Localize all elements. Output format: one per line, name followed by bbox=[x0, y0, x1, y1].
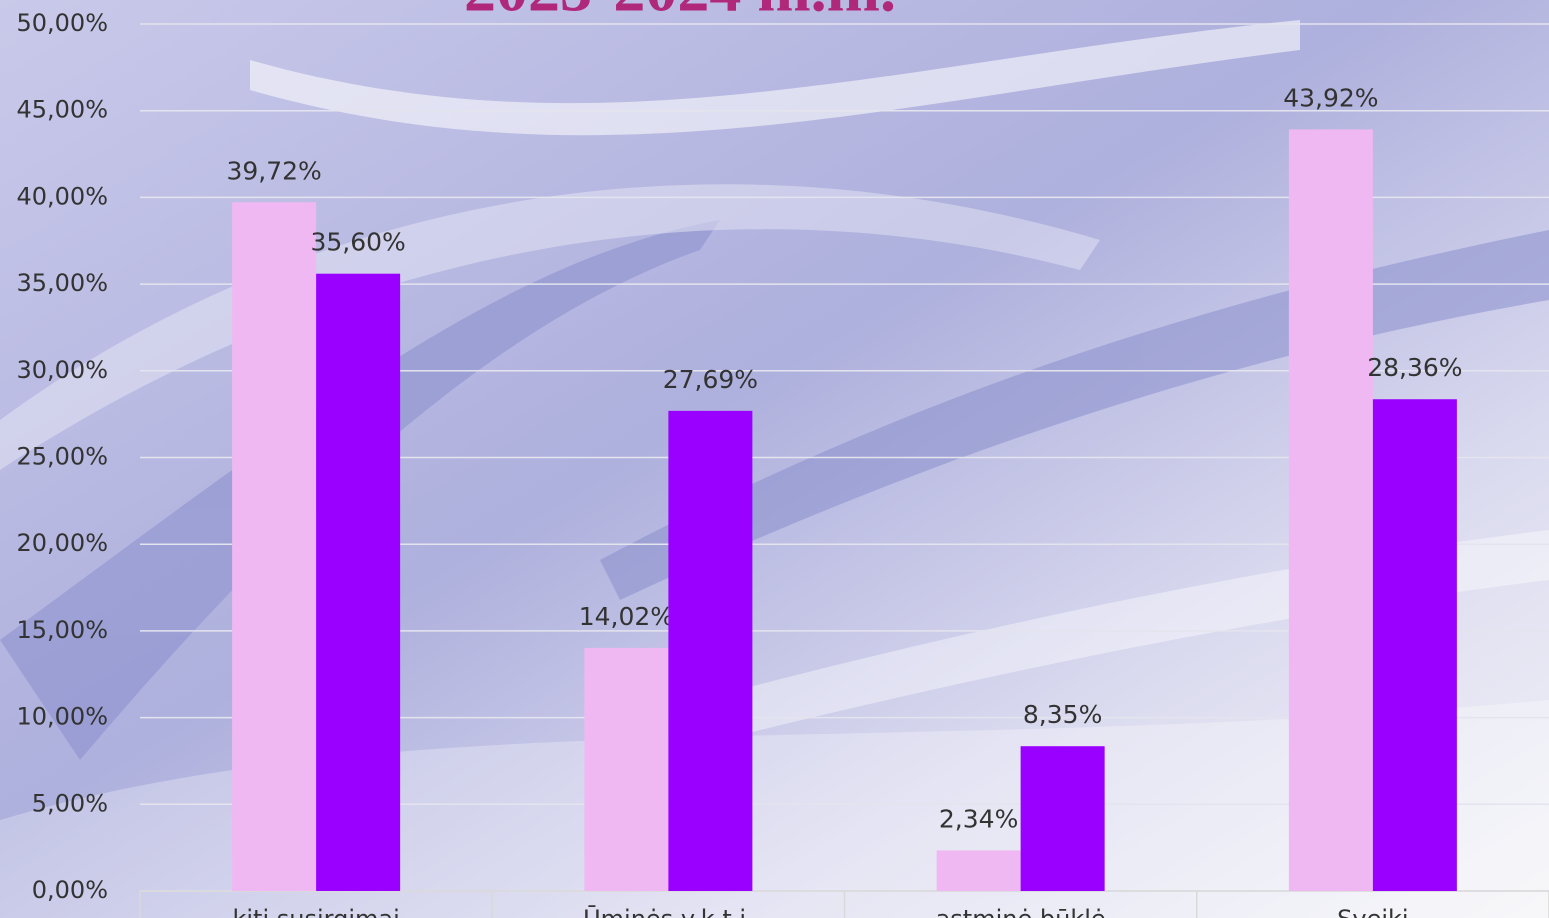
value-label: 28,36% bbox=[1367, 353, 1462, 382]
value-label: 27,69% bbox=[663, 365, 758, 394]
bar bbox=[668, 411, 752, 891]
value-label: 14,02% bbox=[579, 602, 674, 631]
y-tick-label: 5,00% bbox=[32, 789, 108, 817]
bar bbox=[584, 648, 668, 891]
x-tick-label: astminė būklė bbox=[936, 905, 1106, 918]
x-tick-label: Ūminės v.k.t.i. bbox=[583, 904, 754, 918]
value-label: 35,60% bbox=[310, 228, 405, 257]
chart: 2023-2024 m.m. 0,00% 5,00% 10,00% 15,00% 20,… bbox=[0, 0, 1549, 918]
bar bbox=[1021, 746, 1105, 891]
y-tick-label: 30,00% bbox=[16, 356, 108, 384]
bar bbox=[232, 202, 316, 891]
value-label: 43,92% bbox=[1283, 83, 1378, 112]
x-tick-label: kiti susirgimai bbox=[232, 905, 399, 918]
value-label: 8,35% bbox=[1023, 700, 1102, 729]
bar bbox=[316, 274, 400, 891]
y-tick-label: 50,00% bbox=[16, 9, 108, 37]
y-tick-label: 35,00% bbox=[16, 269, 108, 297]
y-tick-label: 10,00% bbox=[16, 703, 108, 731]
value-label: 2,34% bbox=[939, 804, 1018, 833]
bar bbox=[1373, 399, 1457, 891]
y-tick-label: 25,00% bbox=[16, 443, 108, 471]
bar bbox=[1289, 129, 1373, 891]
y-tick-label: 20,00% bbox=[16, 529, 108, 557]
y-tick-label: 40,00% bbox=[16, 182, 108, 210]
bar bbox=[937, 850, 1021, 891]
x-tick-label: Sveiki bbox=[1337, 905, 1408, 918]
y-tick-label: 45,00% bbox=[16, 96, 108, 124]
chart-title: 2023-2024 m.m. bbox=[464, 0, 896, 25]
value-label: 39,72% bbox=[226, 156, 321, 185]
y-tick-label: 0,00% bbox=[32, 876, 108, 904]
y-tick-label: 15,00% bbox=[16, 616, 108, 644]
